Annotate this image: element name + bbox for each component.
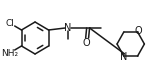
Text: Cl: Cl <box>5 19 14 27</box>
Text: O: O <box>83 38 90 48</box>
Text: NH₂: NH₂ <box>1 48 18 57</box>
Text: N: N <box>64 23 72 33</box>
Text: O: O <box>135 26 142 36</box>
Text: N: N <box>120 52 128 62</box>
